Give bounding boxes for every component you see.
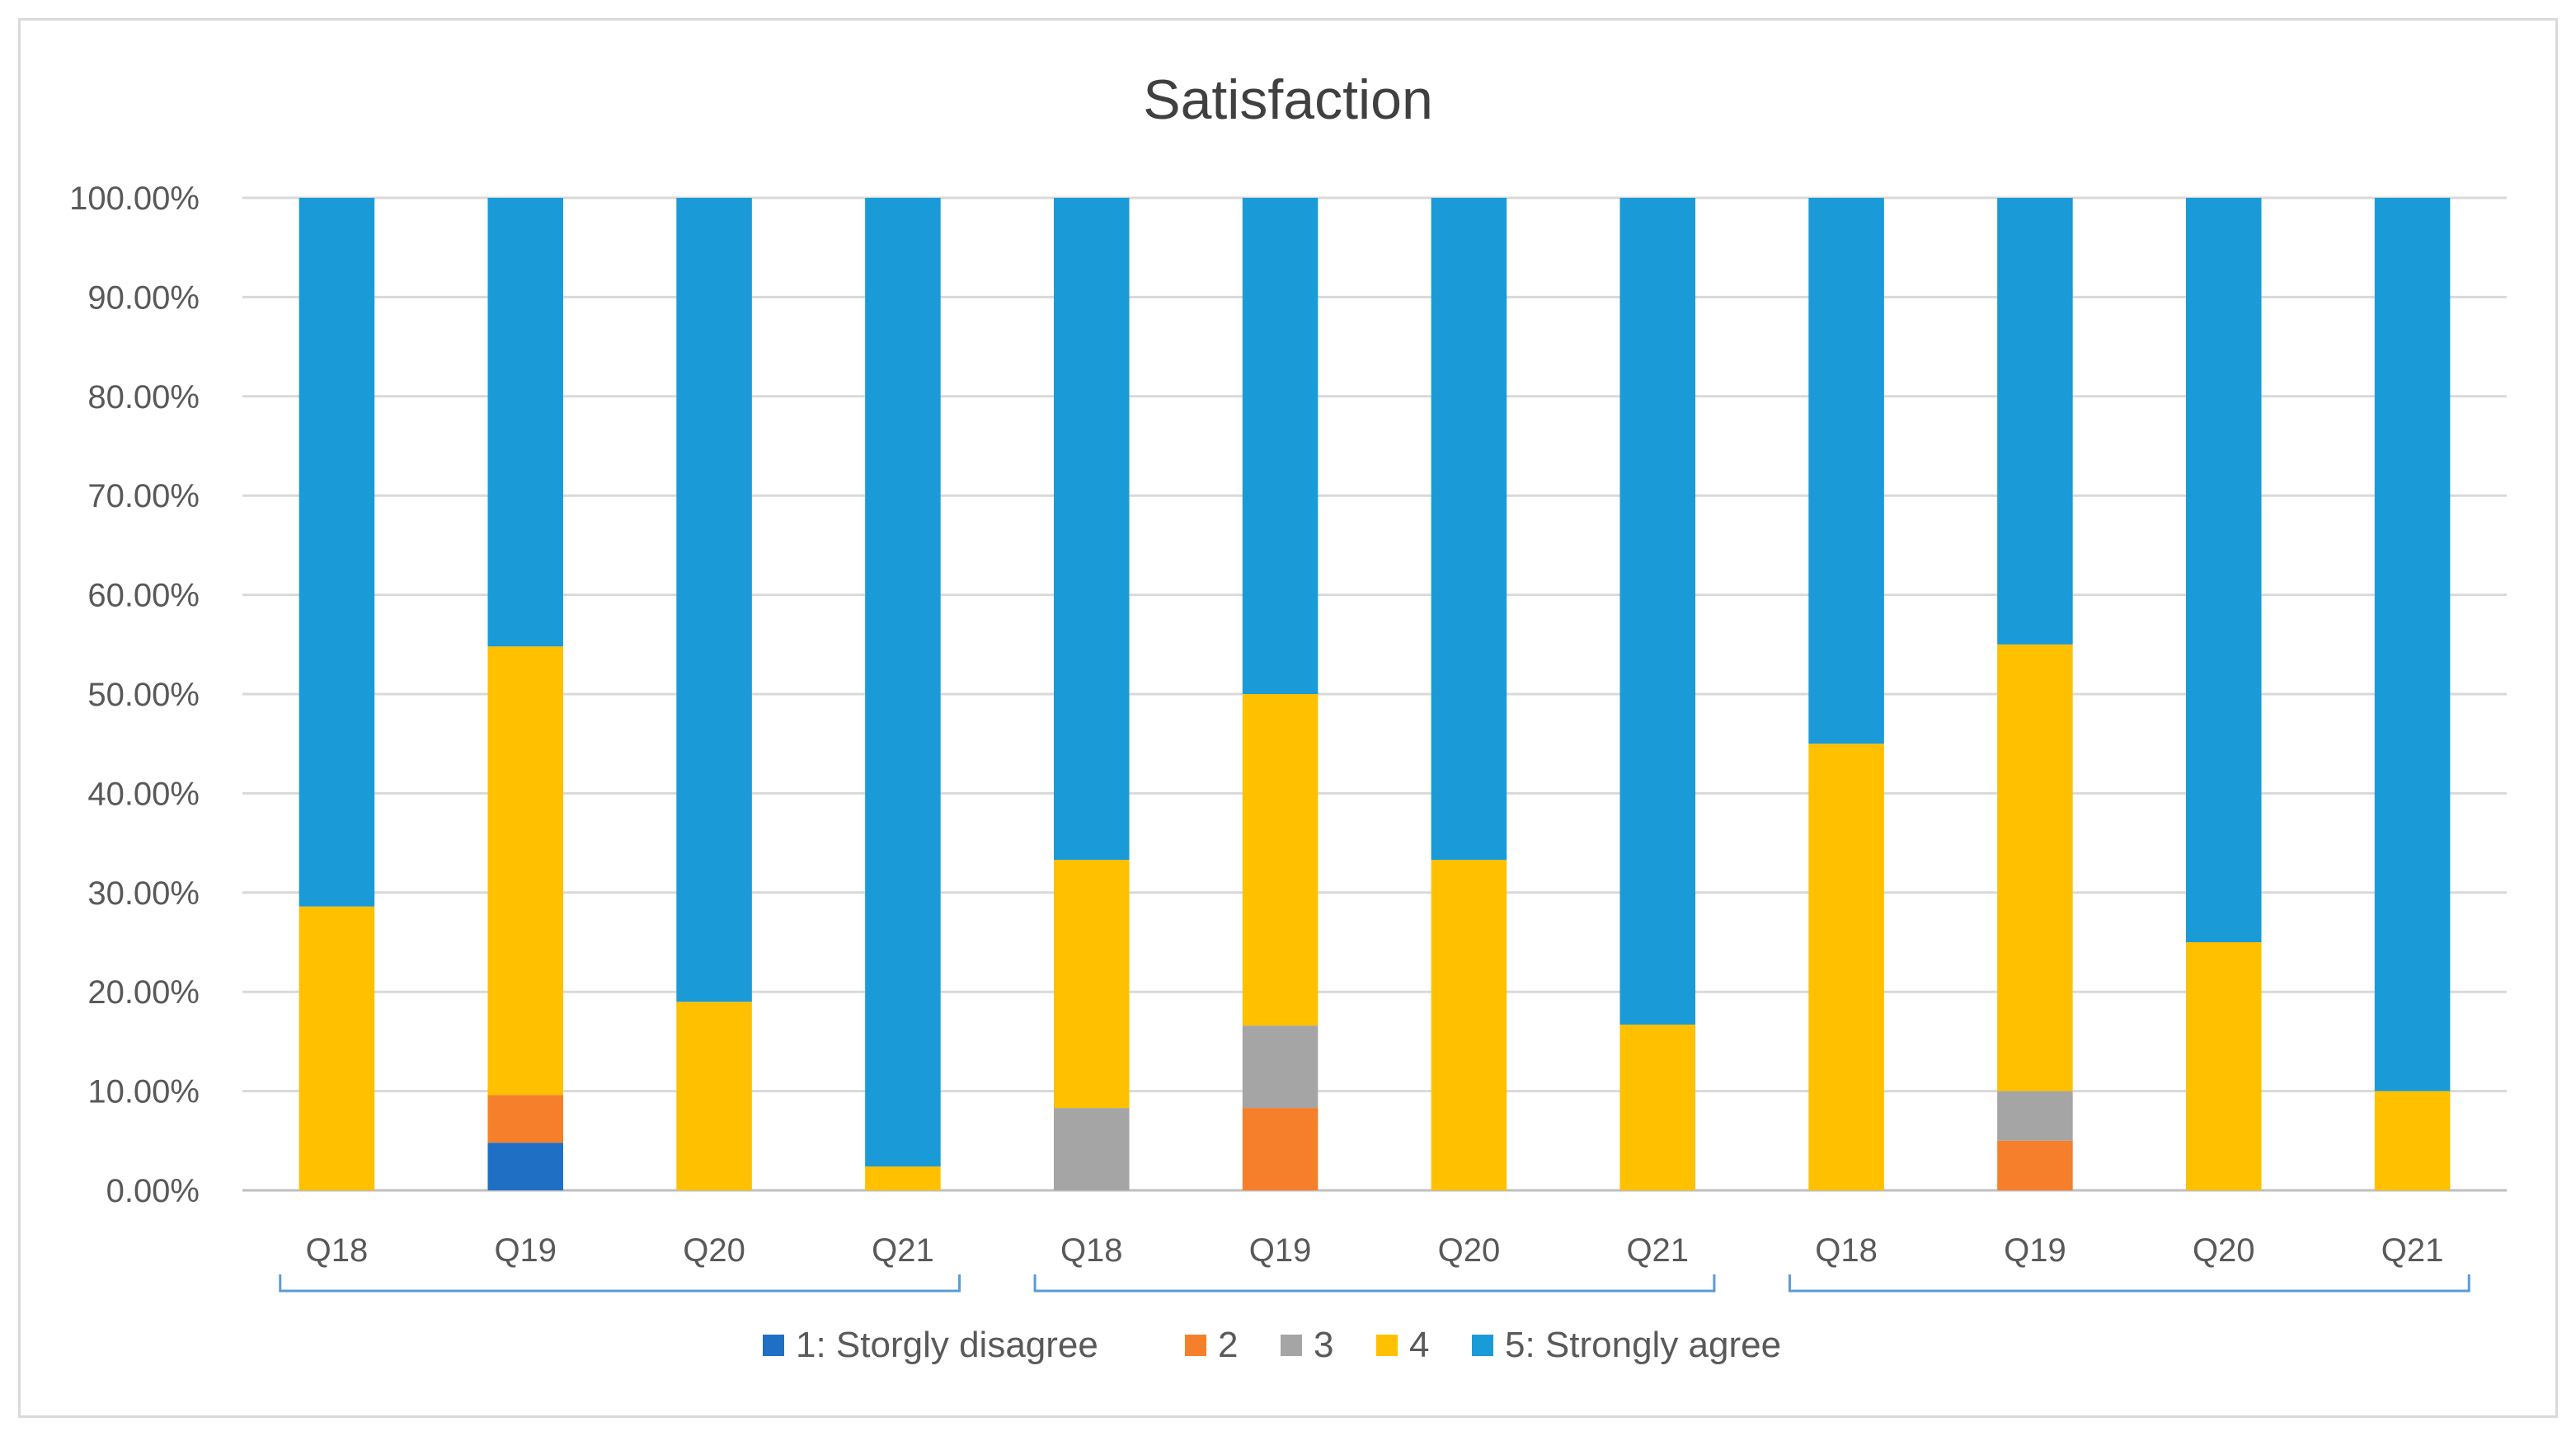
bar-segment — [1997, 1140, 2073, 1190]
legend-swatch — [1281, 1335, 1302, 1356]
bar-segment — [2374, 1091, 2451, 1190]
x-tick-label: Q19 — [2004, 1232, 2066, 1269]
bar-segment — [676, 198, 752, 1002]
y-tick-label: 10.00% — [87, 1074, 200, 1110]
legend: 1: Storgly disagree 2 3 4 5: Strongly agree — [763, 1325, 1781, 1365]
x-tick-label: Q19 — [494, 1232, 557, 1269]
bar-segment — [1242, 1108, 1319, 1190]
bar-segment — [865, 198, 941, 1167]
bar-segment — [487, 1095, 564, 1143]
y-tick-label: 50.00% — [87, 677, 200, 713]
bar-segment — [487, 646, 564, 1096]
x-tick-label: Q20 — [2193, 1232, 2255, 1269]
bar-segment — [1431, 198, 1507, 861]
legend-label: 2 — [1218, 1325, 1238, 1365]
legend-label: 4 — [1409, 1325, 1429, 1365]
group-bracket — [1033, 1274, 1716, 1293]
x-tick-label: Q21 — [1626, 1232, 1689, 1269]
bar-segment — [1242, 694, 1319, 1026]
legend-label: 3 — [1314, 1325, 1333, 1365]
y-tick-label: 60.00% — [87, 578, 200, 614]
bars — [298, 198, 2451, 1190]
bar-segment — [2374, 198, 2451, 1091]
x-tick-label: Q21 — [2381, 1232, 2444, 1269]
bar-segment — [1997, 644, 2073, 1091]
group-brackets — [279, 1274, 2470, 1293]
bar-segment — [1431, 860, 1507, 1190]
y-tick-label: 100.00% — [69, 181, 200, 217]
legend-swatch — [1472, 1335, 1493, 1356]
y-axis-ticks: 0.00% 10.00% 20.00% 30.00% 40.00% 50.00% 60.00… — [69, 181, 200, 1209]
y-tick-label: 70.00% — [87, 478, 200, 514]
bar-segment — [1242, 198, 1319, 694]
bar-segment — [2185, 198, 2262, 942]
y-tick-label: 30.00% — [87, 875, 200, 912]
bar-segment — [676, 1002, 752, 1190]
gridlines — [242, 196, 2507, 1192]
legend-swatch — [1376, 1335, 1398, 1356]
x-tick-label: Q20 — [683, 1232, 745, 1269]
legend-label: 5: Strongly agree — [1505, 1325, 1781, 1365]
bar-segment — [487, 198, 564, 647]
x-tick-label: Q20 — [1438, 1232, 1501, 1269]
group-bracket — [279, 1274, 961, 1293]
y-tick-label: 0.00% — [106, 1173, 200, 1209]
bar-segment — [1619, 1024, 1696, 1190]
x-tick-label: Q19 — [1249, 1232, 1312, 1269]
bar-segment — [1242, 1025, 1319, 1109]
group-bracket — [1788, 1274, 2470, 1293]
x-tick-label: Q18 — [1815, 1232, 1878, 1269]
y-tick-label: 40.00% — [87, 776, 200, 812]
x-axis-ticks: Q18 Q19 Q20 Q21 Q18 Q19 Q20 Q21 Q18 Q19 Q20 Q21 — [306, 1232, 2444, 1269]
bar-segment — [1997, 198, 2073, 645]
bar-segment — [1997, 1091, 2073, 1141]
bar-segment — [298, 198, 375, 907]
y-tick-label: 20.00% — [87, 974, 200, 1011]
bar-segment — [1053, 1108, 1130, 1190]
x-tick-label: Q21 — [872, 1232, 934, 1269]
y-tick-label: 80.00% — [87, 379, 200, 415]
bar-segment — [2185, 942, 2262, 1190]
legend-label: 1: Storgly disagree — [796, 1325, 1098, 1365]
bar-segment — [298, 906, 375, 1190]
bar-segment — [865, 1166, 941, 1190]
bar-segment — [1808, 744, 1884, 1190]
bar-segment — [1053, 860, 1130, 1109]
y-tick-label: 90.00% — [87, 279, 200, 316]
bar-segment — [1808, 198, 1884, 744]
legend-swatch — [763, 1335, 784, 1356]
bar-segment — [487, 1143, 564, 1190]
legend-swatch — [1185, 1335, 1206, 1356]
x-tick-label: Q18 — [306, 1232, 369, 1269]
chart-title: Satisfaction — [1143, 68, 1433, 131]
bar-segment — [1053, 198, 1130, 861]
bar-segment — [1619, 198, 1696, 1025]
x-tick-label: Q18 — [1060, 1232, 1123, 1269]
